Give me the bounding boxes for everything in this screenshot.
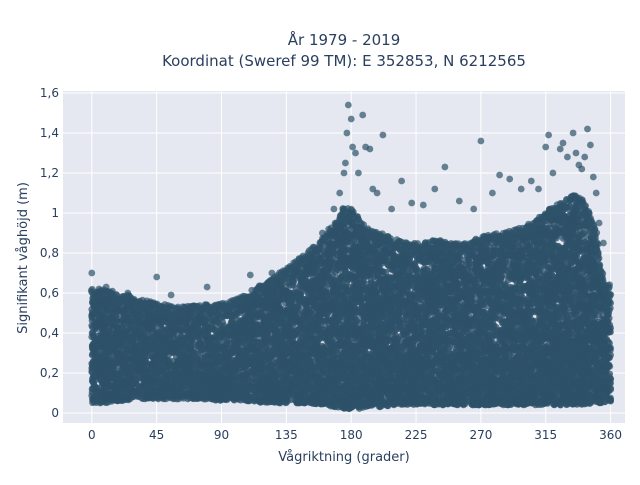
data-point: [290, 278, 297, 285]
